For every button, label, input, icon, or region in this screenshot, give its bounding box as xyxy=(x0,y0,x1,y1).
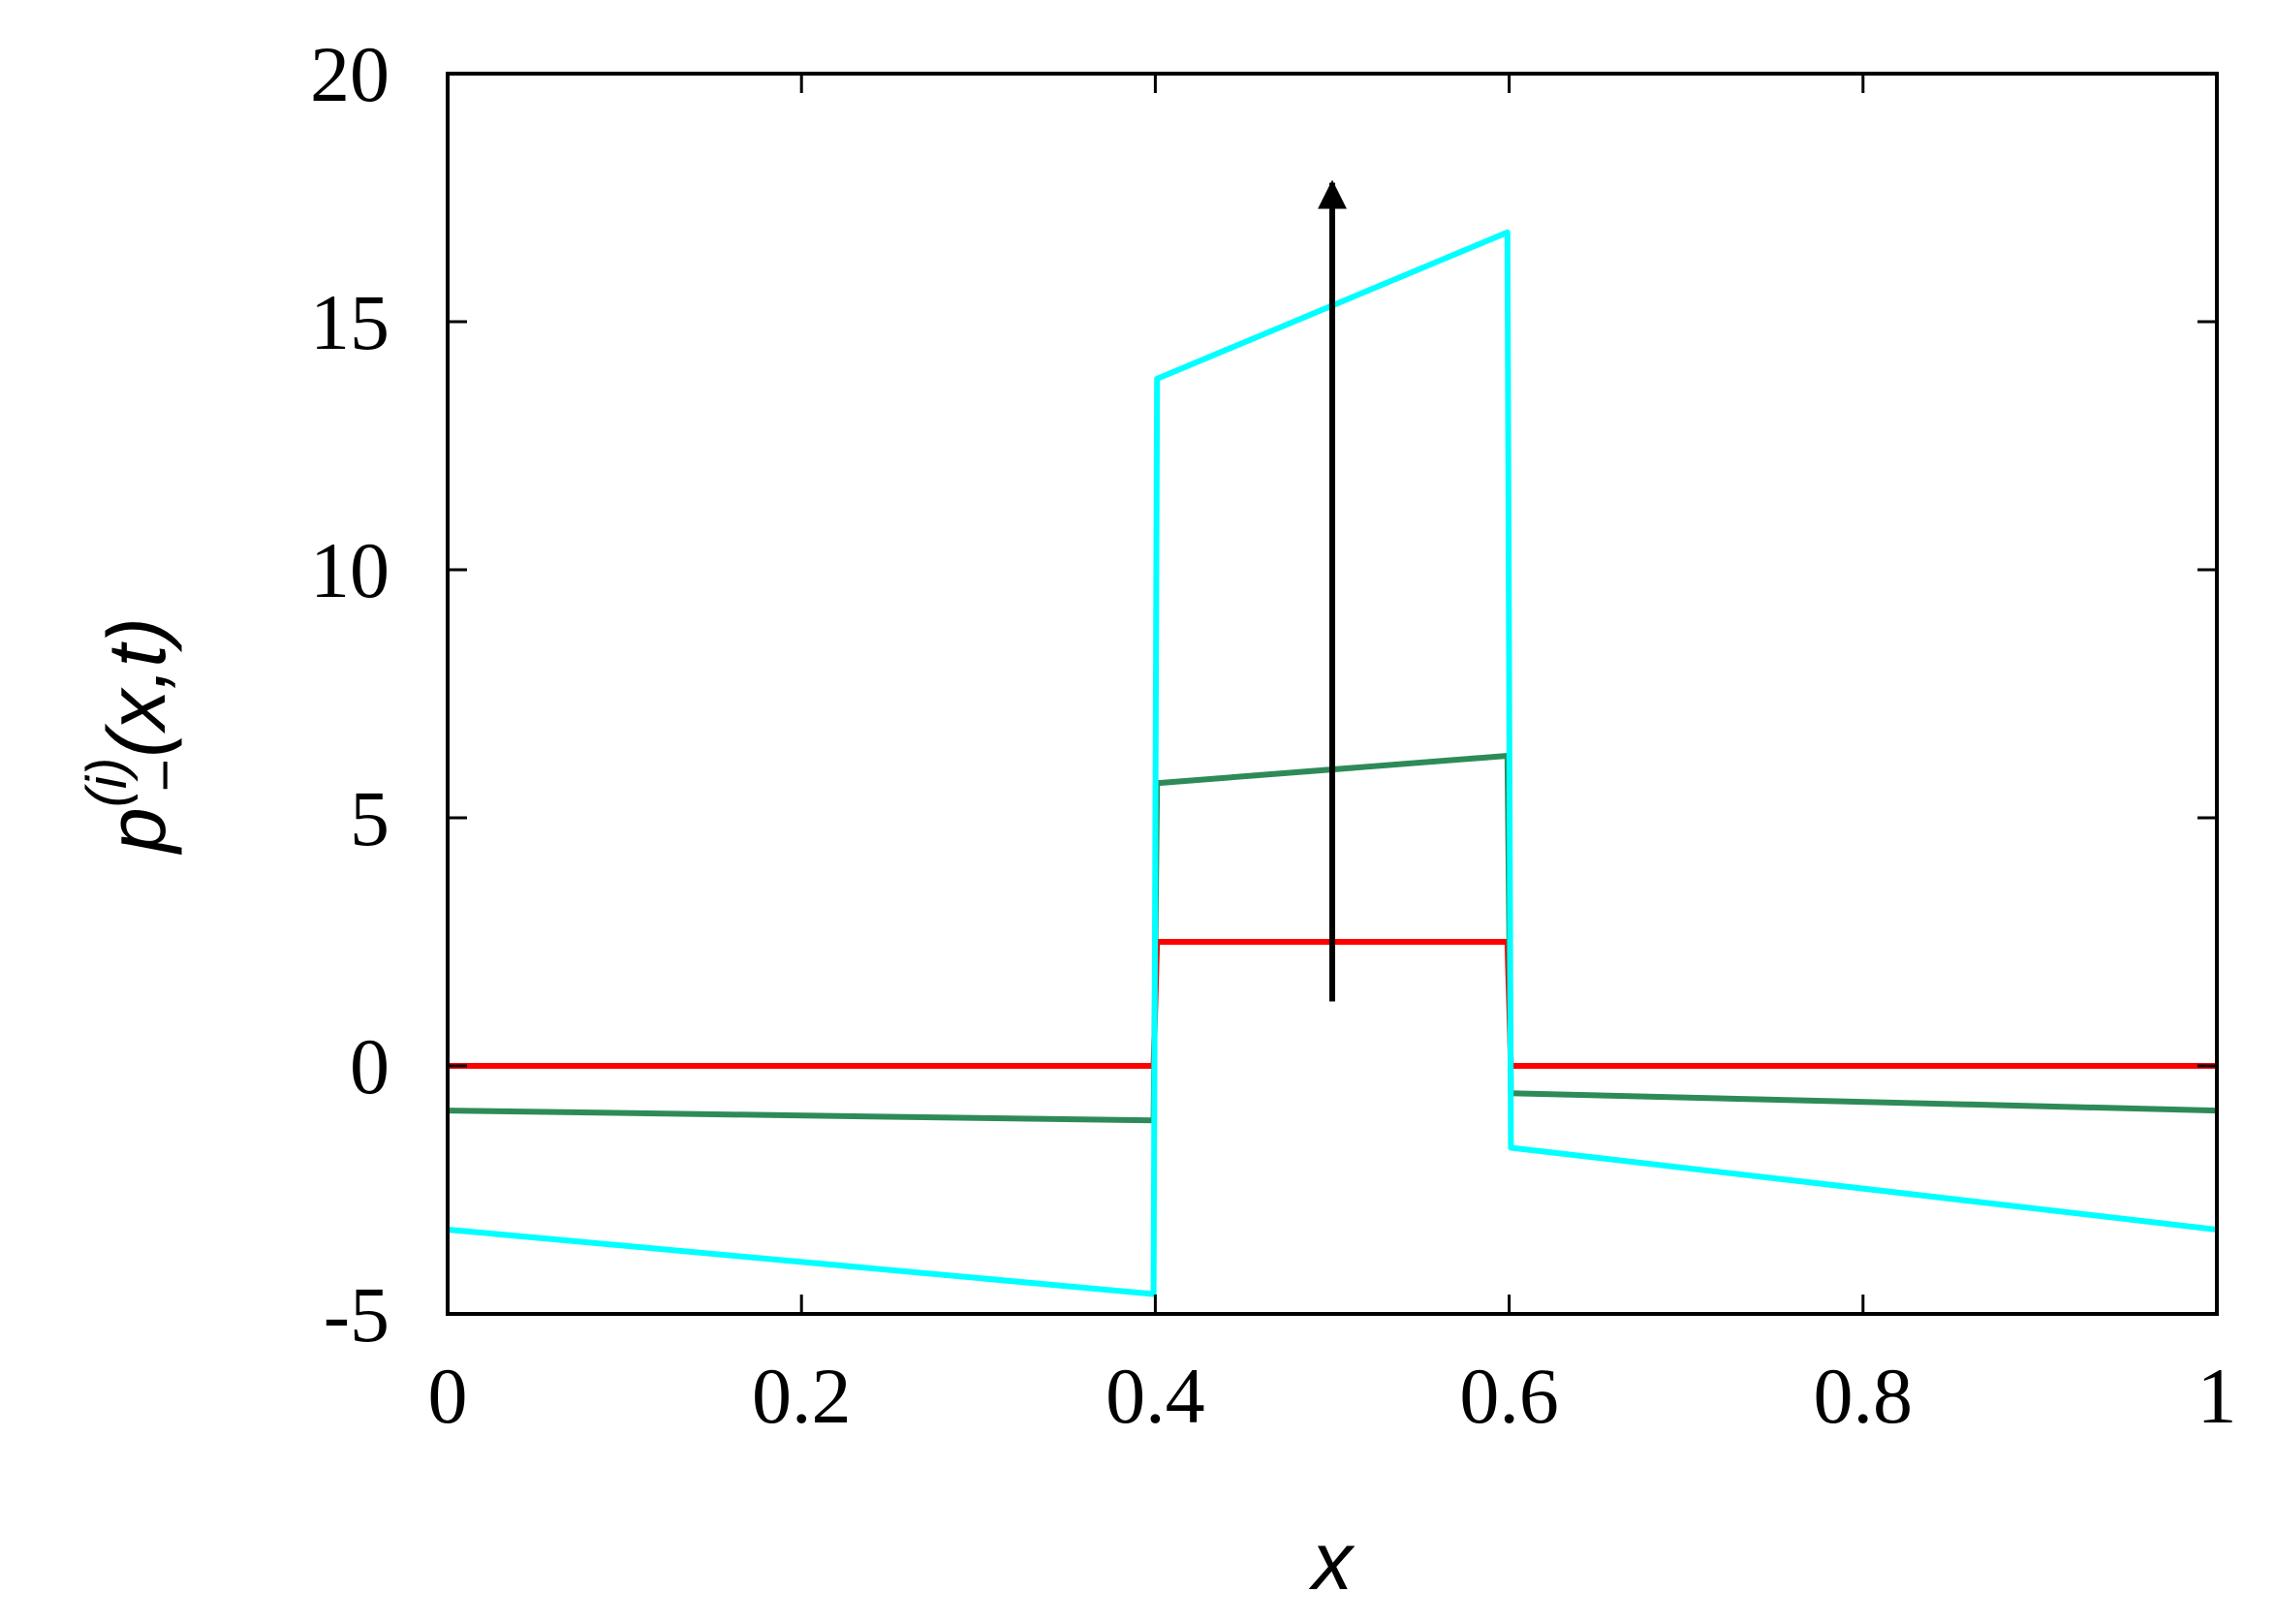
plot-frame xyxy=(446,72,2219,1316)
y-tick-label: -5 xyxy=(324,1270,390,1359)
x-tick-label: 0.6 xyxy=(1459,1352,1559,1440)
y-tick-label: 20 xyxy=(310,30,390,118)
y-axis-label: p(i)(x,t) xyxy=(76,617,182,856)
x-tick-label: 0.2 xyxy=(752,1352,852,1440)
y-axis-label-base: p xyxy=(91,807,182,856)
x-tick-label: 1 xyxy=(2197,1352,2237,1440)
y-tick-label: 15 xyxy=(310,278,390,366)
tick-labels: 0 0.2 0.4 0.6 0.8 1 -5 0 5 10 15 20 xyxy=(310,30,2237,1440)
x-tick-label: 0 xyxy=(428,1352,468,1440)
y-axis-label-subscript: − xyxy=(134,760,197,793)
x-axis-label: x xyxy=(1308,1515,1356,1607)
x-tick-label: 0.8 xyxy=(1814,1352,1914,1440)
y-axis-label-superscript: (i) xyxy=(76,758,139,808)
y-tick-label: 0 xyxy=(350,1022,390,1110)
axis-labels: x p(i)(x,t) − xyxy=(76,617,1356,1607)
x-tick-label: 0.4 xyxy=(1106,1352,1205,1440)
y-axis-label-args: (x,t) xyxy=(91,617,182,758)
y-tick-label: 10 xyxy=(310,526,390,614)
y-tick-label: 5 xyxy=(350,774,390,862)
axis-ticks xyxy=(446,72,2219,1316)
